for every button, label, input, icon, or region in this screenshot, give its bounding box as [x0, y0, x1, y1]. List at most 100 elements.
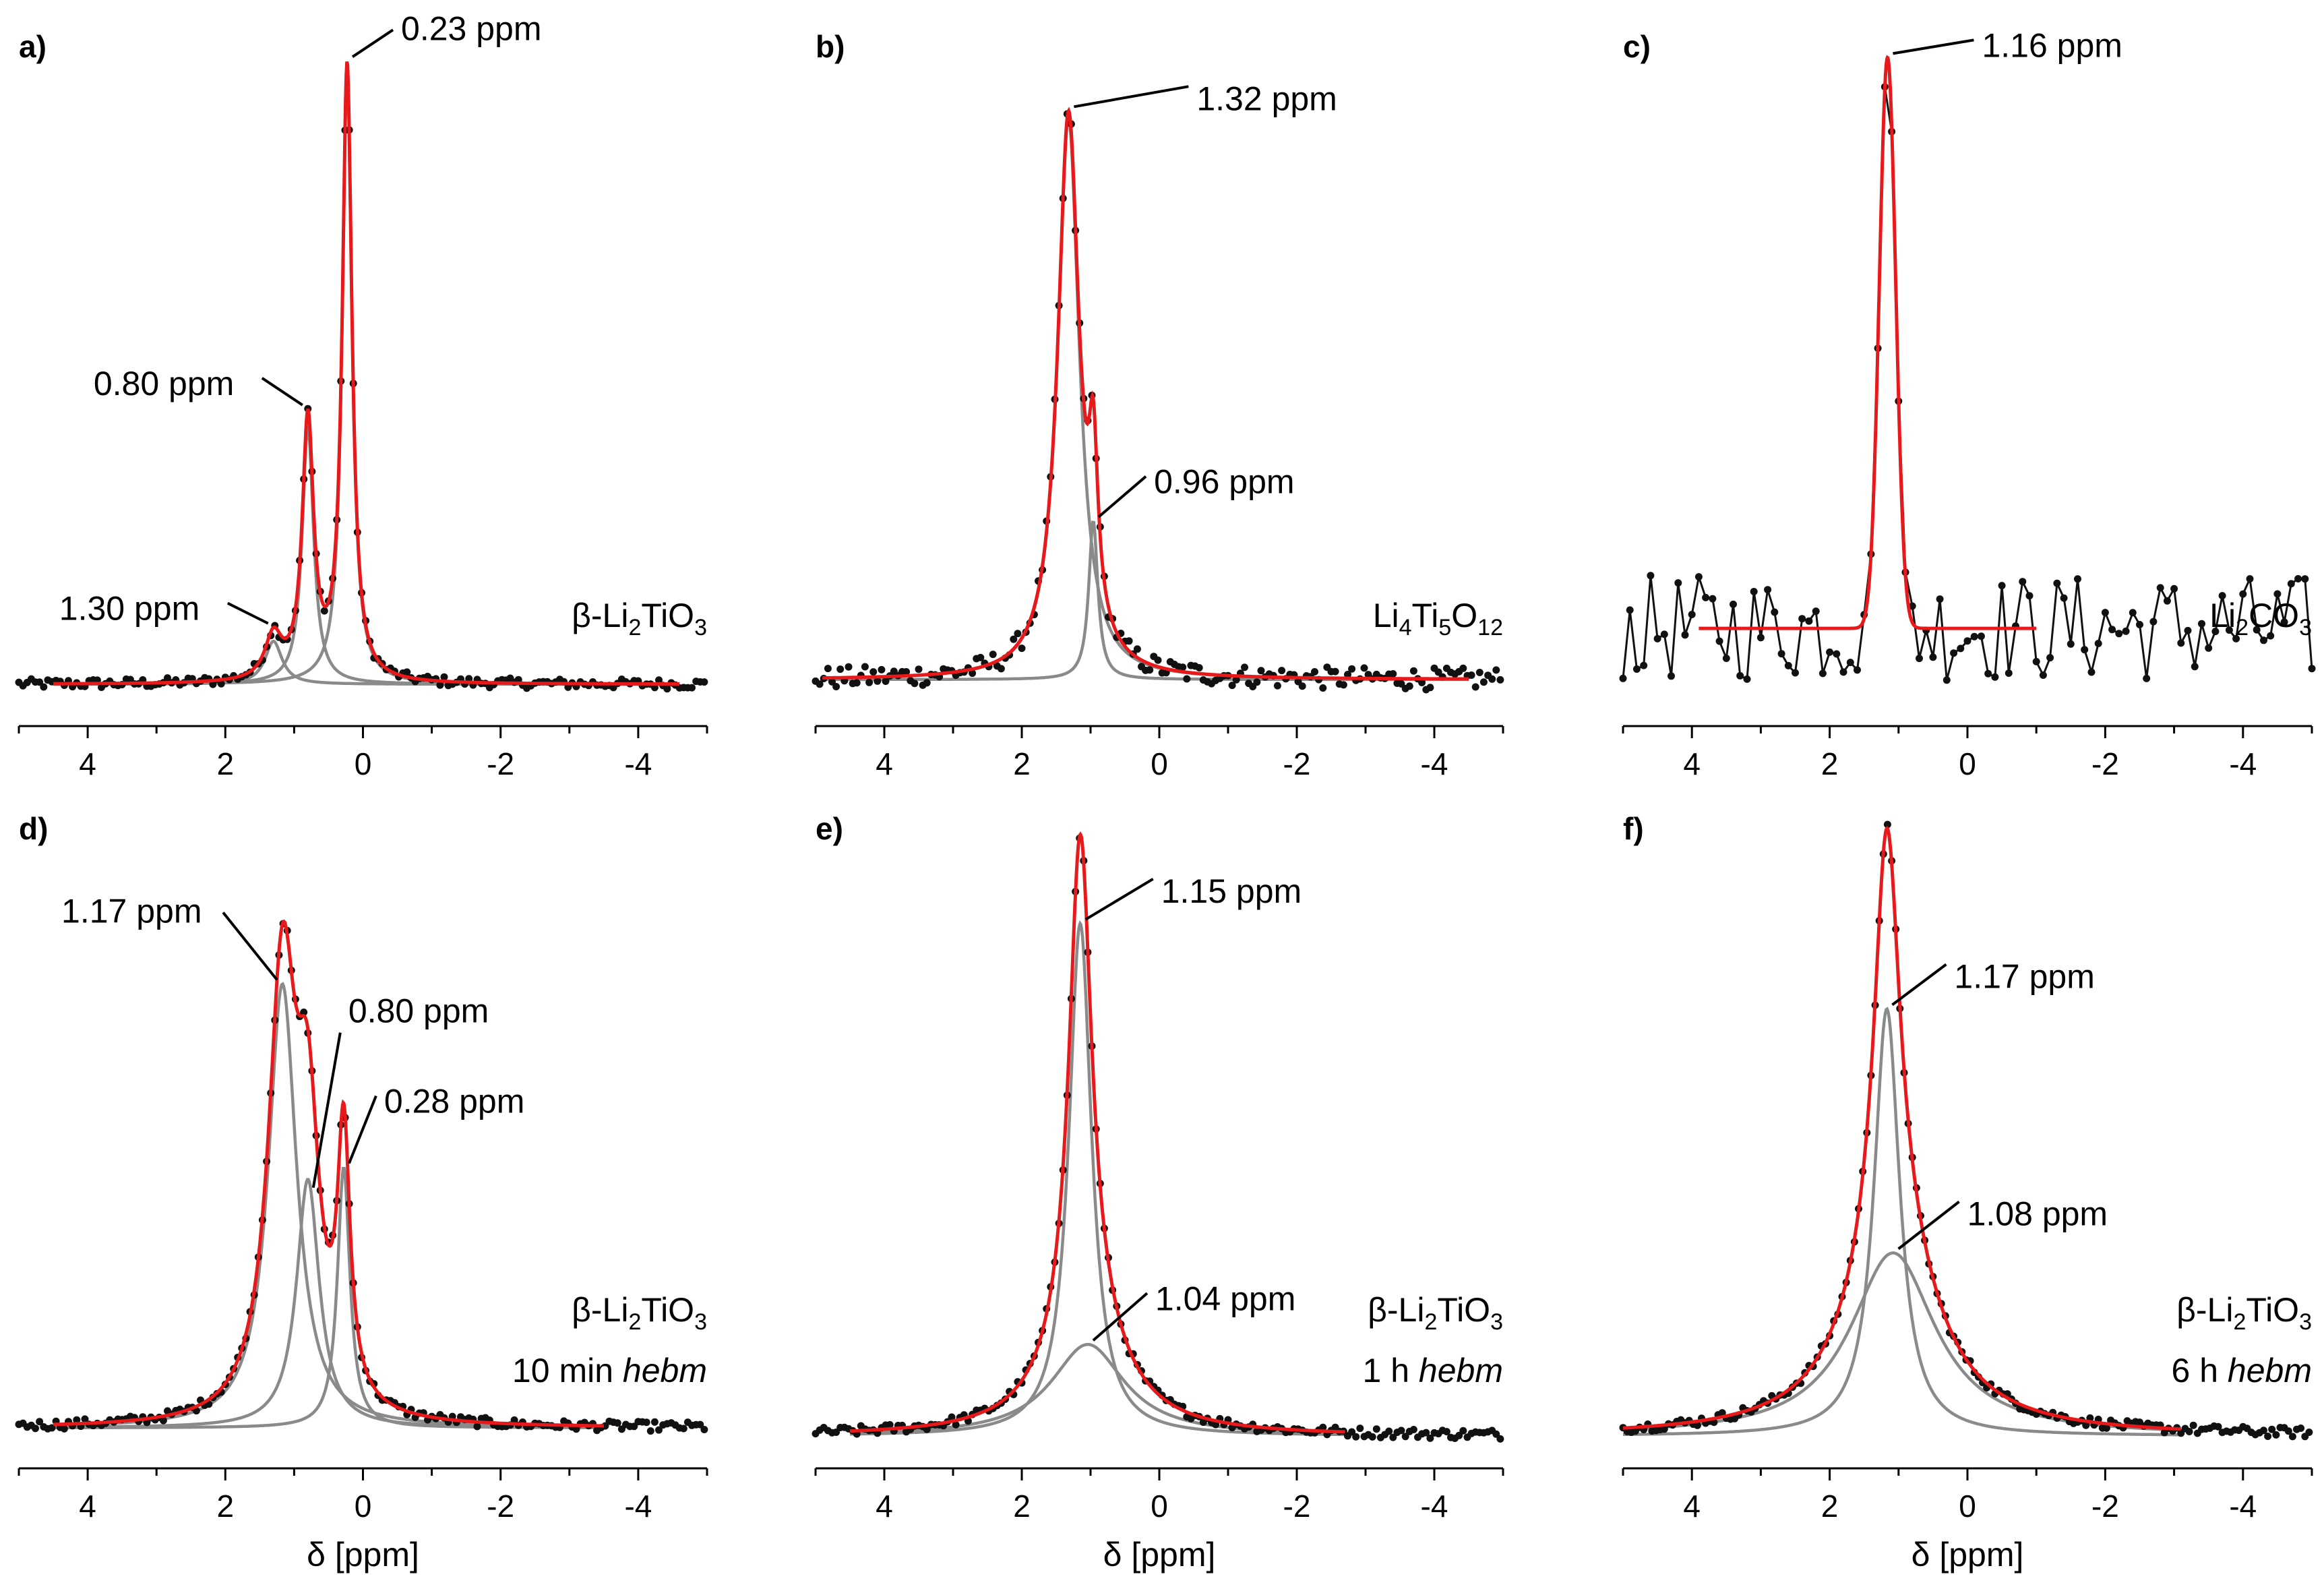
data-point	[510, 1416, 518, 1424]
sample-label: Li2CO3	[2209, 597, 2312, 640]
data-point	[1228, 682, 1236, 690]
peak-annotation-label: 1.17 ppm	[61, 893, 202, 930]
component-peak-curve	[53, 639, 680, 686]
annotation-leader-line	[261, 377, 303, 407]
data-point	[1418, 679, 1426, 686]
x-tick-label: -4	[624, 1489, 652, 1524]
data-point	[1401, 1433, 1409, 1441]
peak-annotation-label: 1.04 ppm	[1155, 1280, 1295, 1317]
fit-curve	[822, 107, 1469, 681]
x-tick-label: -2	[2091, 1489, 2119, 1524]
data-point	[878, 665, 886, 673]
x-tick-label: 4	[876, 746, 893, 781]
peak-annotation-label: 0.28 ppm	[384, 1083, 524, 1120]
panel-e: e) 4 2 0 -2 -4 δ [ppm] 1.15 ppm 1.04 ppm β-Li2TiO…	[812, 811, 1504, 1573]
data-point	[874, 677, 882, 685]
data-point	[882, 678, 890, 685]
panel-letter: d)	[19, 811, 48, 846]
data-point	[1298, 682, 1306, 690]
data-point	[613, 1419, 621, 1427]
data-point	[642, 1418, 650, 1427]
data-point	[1471, 683, 1479, 691]
sample-label: 6 h hebm	[2171, 1352, 2312, 1389]
fit-curve	[849, 831, 1345, 1434]
data-point	[1385, 1427, 1393, 1435]
data-point	[2260, 1427, 2267, 1435]
data-point	[300, 1009, 308, 1016]
data-point	[1018, 644, 1026, 653]
data-point	[2189, 1421, 2197, 1429]
x-tick-label: -4	[2229, 746, 2257, 781]
annotation-leader-line	[351, 28, 394, 58]
annotation-leader-line	[1897, 1200, 1960, 1251]
x-tick-label: 0	[355, 1489, 372, 1524]
x-tick-label: -4	[1421, 1489, 1448, 1524]
data-point	[2185, 1428, 2193, 1435]
data-point	[1352, 1433, 1360, 1441]
data-point	[1459, 664, 1467, 672]
component-peak-curve	[1623, 1007, 2181, 1437]
component-peak-curve	[849, 1343, 1345, 1435]
data-point	[1356, 1425, 1364, 1433]
data-point	[2268, 1425, 2276, 1433]
x-tick-label: 2	[1013, 1489, 1031, 1524]
data-point	[1389, 1433, 1397, 1441]
data-point	[1133, 645, 1141, 653]
data-point	[1693, 1421, 1701, 1429]
data-point	[700, 678, 708, 686]
sample-label: Li4Ti5O12	[1373, 597, 1503, 640]
annotation-leader-line	[1092, 1292, 1149, 1342]
data-point	[1348, 1428, 1356, 1436]
peak-annotation-label: 0.80 ppm	[94, 365, 234, 402]
peak-annotation-label: 1.17 ppm	[1954, 958, 2094, 996]
data-point	[1372, 1425, 1380, 1433]
data-point	[646, 1427, 654, 1435]
data-point	[164, 674, 171, 682]
data-point	[1195, 664, 1203, 671]
data-point	[1183, 675, 1191, 683]
component-peak-curve	[822, 117, 1469, 681]
data-point	[1339, 681, 1347, 689]
data-point	[903, 668, 911, 676]
data-point	[869, 668, 878, 676]
panel-letter: e)	[816, 811, 843, 846]
annotation-leader-line	[1891, 963, 1947, 1007]
data-point	[1360, 664, 1368, 672]
data-point	[1422, 1429, 1430, 1437]
data-point	[40, 683, 48, 691]
data-point	[1253, 678, 1261, 686]
data-point	[1496, 1435, 1504, 1443]
x-tick-label: -4	[1421, 746, 1448, 781]
data-point	[1278, 667, 1286, 675]
panel-letter: f)	[1623, 811, 1644, 846]
data-point	[832, 683, 840, 690]
data-point	[836, 665, 845, 673]
data-point	[1660, 1425, 1668, 1433]
x-tick-label: 0	[355, 746, 372, 781]
data-point	[911, 680, 919, 688]
x-tick-label: 2	[1821, 1489, 1839, 1524]
data-point	[81, 1415, 89, 1423]
data-point	[1014, 630, 1022, 638]
annotation-leader-line	[1084, 878, 1154, 921]
fit-curve	[1623, 825, 2182, 1431]
data-point	[1479, 678, 1488, 686]
data-point	[923, 679, 931, 687]
x-tick-label: 4	[1683, 746, 1701, 781]
panel-f: f) 4 2 0 -2 -4 δ [ppm] 1.17 ppm 1.08 ppm β-Li2TiO…	[1619, 811, 2313, 1573]
data-point	[969, 669, 977, 678]
x-axis-label: δ [ppm]	[1912, 1536, 2024, 1573]
annotation-leader-line	[1893, 38, 1974, 55]
data-point	[217, 680, 225, 688]
sample-label: 1 h hebm	[1362, 1352, 1503, 1389]
component-peak-curve	[850, 920, 1345, 1437]
data-point	[2264, 1433, 2272, 1440]
x-tick-label: 0	[1959, 1489, 1976, 1524]
x-tick-label: -2	[2091, 746, 2119, 781]
x-tick-label: 2	[1013, 746, 1031, 781]
x-axis-label: δ [ppm]	[307, 1536, 419, 1573]
x-tick-label: -2	[487, 1489, 514, 1524]
data-point	[650, 1418, 659, 1426]
panel-letter: b)	[816, 29, 845, 64]
